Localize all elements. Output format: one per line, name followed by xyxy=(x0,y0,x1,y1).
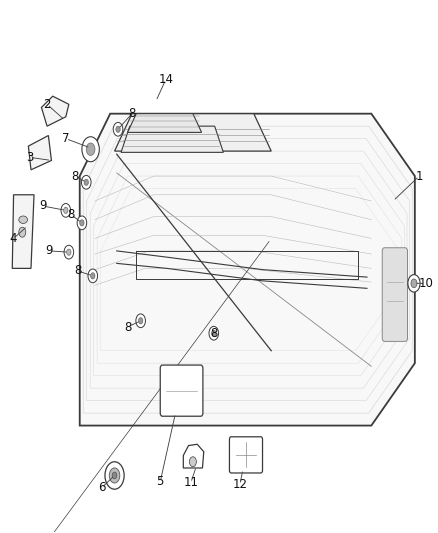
Circle shape xyxy=(77,216,87,230)
Polygon shape xyxy=(121,126,223,152)
Circle shape xyxy=(112,472,117,479)
Circle shape xyxy=(113,123,123,136)
Polygon shape xyxy=(42,96,69,126)
Circle shape xyxy=(19,227,26,237)
Polygon shape xyxy=(12,195,34,269)
Text: 8: 8 xyxy=(72,169,79,182)
Circle shape xyxy=(136,314,145,328)
Polygon shape xyxy=(28,135,51,170)
Circle shape xyxy=(411,279,417,288)
Text: 10: 10 xyxy=(418,277,433,290)
Circle shape xyxy=(86,143,95,156)
Polygon shape xyxy=(184,445,204,468)
Circle shape xyxy=(91,273,95,279)
Circle shape xyxy=(64,207,68,214)
Circle shape xyxy=(105,462,124,489)
Text: 7: 7 xyxy=(62,132,70,145)
Circle shape xyxy=(61,204,71,217)
Text: 11: 11 xyxy=(183,477,198,489)
Text: 1: 1 xyxy=(416,169,423,182)
Ellipse shape xyxy=(19,216,28,223)
Circle shape xyxy=(64,245,74,259)
Text: 14: 14 xyxy=(159,73,173,86)
Text: 8: 8 xyxy=(210,327,217,340)
Circle shape xyxy=(67,249,71,255)
Polygon shape xyxy=(115,114,271,151)
Circle shape xyxy=(81,175,91,189)
Circle shape xyxy=(408,274,420,292)
Text: 8: 8 xyxy=(74,264,81,277)
Circle shape xyxy=(209,326,219,340)
Circle shape xyxy=(116,126,120,132)
Text: 8: 8 xyxy=(67,208,75,221)
Text: 4: 4 xyxy=(10,232,18,245)
Polygon shape xyxy=(127,114,201,132)
Circle shape xyxy=(138,318,143,324)
Circle shape xyxy=(109,468,120,483)
Text: 6: 6 xyxy=(98,481,105,495)
Text: 12: 12 xyxy=(233,478,247,491)
Circle shape xyxy=(88,269,98,282)
Circle shape xyxy=(212,330,216,336)
Polygon shape xyxy=(80,114,415,425)
Text: 2: 2 xyxy=(43,98,51,111)
Text: 9: 9 xyxy=(39,199,46,213)
Text: 3: 3 xyxy=(26,151,33,164)
Text: 8: 8 xyxy=(124,320,131,334)
Circle shape xyxy=(84,179,88,185)
Circle shape xyxy=(82,137,99,161)
Circle shape xyxy=(189,457,196,467)
Text: 5: 5 xyxy=(156,475,164,488)
Text: 8: 8 xyxy=(128,107,136,120)
FancyBboxPatch shape xyxy=(230,437,262,473)
FancyBboxPatch shape xyxy=(382,248,407,341)
Circle shape xyxy=(80,220,84,226)
Text: 9: 9 xyxy=(46,245,53,257)
FancyBboxPatch shape xyxy=(160,365,203,416)
